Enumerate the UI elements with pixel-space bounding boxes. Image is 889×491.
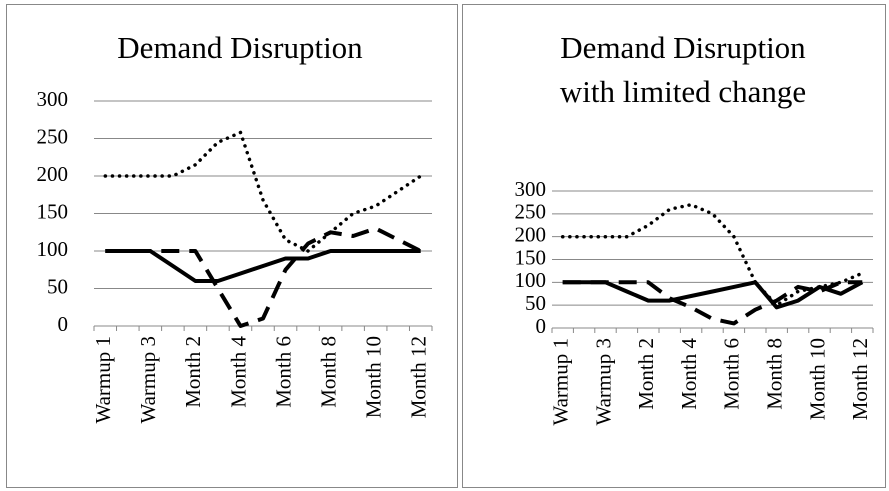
x-tick-label: Warmup 1 bbox=[549, 338, 573, 426]
x-tick-label: Warmup 3 bbox=[591, 338, 615, 426]
chart-panel bbox=[462, 4, 886, 488]
series-line bbox=[562, 280, 864, 310]
x-tick-label: Month 6 bbox=[720, 338, 744, 410]
x-tick-label: Warmup 3 bbox=[136, 336, 160, 424]
y-tick-label: 100 bbox=[37, 237, 69, 261]
y-tick-label: 300 bbox=[37, 87, 69, 111]
x-tick-label: Month 8 bbox=[316, 336, 340, 408]
y-tick-label: 0 bbox=[58, 312, 69, 336]
x-tick-label: Month 12 bbox=[848, 338, 872, 420]
y-tick-label: 200 bbox=[515, 222, 547, 246]
series-line bbox=[105, 226, 422, 328]
y-tick-label: 300 bbox=[515, 177, 547, 201]
x-tick-label: Month 2 bbox=[634, 338, 658, 410]
x-tick-label: Month 4 bbox=[677, 338, 701, 410]
series-line bbox=[103, 130, 423, 253]
chart-title: Demand Disruption bbox=[117, 30, 363, 65]
y-tick-label: 250 bbox=[515, 200, 547, 224]
y-tick-label: 150 bbox=[37, 199, 69, 223]
series-line bbox=[560, 202, 865, 307]
x-tick-label: Month 10 bbox=[361, 336, 385, 418]
x-tick-label: Month 12 bbox=[407, 336, 431, 418]
y-tick-label: 0 bbox=[536, 314, 547, 338]
x-tick-label: Month 2 bbox=[181, 336, 205, 408]
x-tick-label: Month 6 bbox=[271, 336, 295, 408]
y-tick-label: 50 bbox=[525, 291, 546, 315]
x-tick-label: Warmup 1 bbox=[91, 336, 115, 424]
y-tick-label: 100 bbox=[515, 268, 547, 292]
x-tick-label: Month 8 bbox=[763, 338, 787, 410]
chart-panel bbox=[6, 4, 458, 488]
y-tick-label: 50 bbox=[47, 274, 68, 298]
series-line bbox=[105, 249, 421, 283]
chart-title: Demand Disruption with limited change bbox=[559, 30, 807, 109]
x-tick-label: Month 10 bbox=[805, 338, 829, 420]
y-tick-label: 200 bbox=[37, 162, 69, 186]
y-tick-label: 250 bbox=[37, 124, 69, 148]
y-tick-label: 150 bbox=[515, 245, 547, 269]
x-tick-label: Month 4 bbox=[226, 336, 250, 408]
